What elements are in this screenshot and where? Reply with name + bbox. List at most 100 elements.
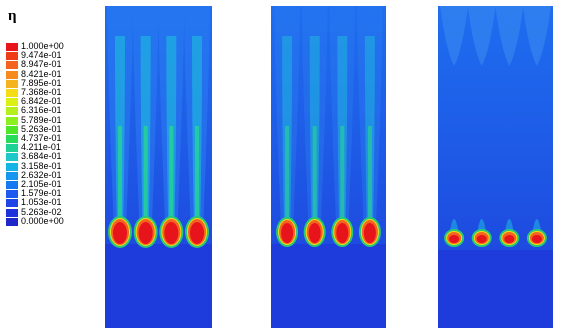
plume-core	[367, 126, 372, 232]
flame-core	[190, 222, 205, 244]
legend-entry: 4.737e-01	[6, 134, 96, 144]
legend-tick-label: 1.000e+00	[21, 41, 64, 51]
flame-core	[504, 235, 515, 243]
legend-swatch	[6, 171, 18, 180]
contour-panel-1	[105, 6, 212, 328]
contour-panel-2	[271, 6, 386, 328]
unburned-region	[438, 250, 553, 328]
legend-swatch	[6, 116, 18, 125]
flame-core	[112, 222, 127, 244]
legend-swatch	[6, 98, 18, 107]
flame-core	[138, 222, 153, 244]
legend-tick-label: 3.158e-01	[21, 160, 62, 171]
legend-swatch	[6, 208, 18, 217]
unburned-region	[105, 244, 212, 328]
legend-tick-label: 0.000e+00	[21, 215, 64, 226]
plume-tail	[477, 219, 486, 230]
legend-entry: 5.789e-01	[6, 114, 96, 126]
legend-tick-label: 2.632e-01	[21, 169, 62, 180]
contour-panel-3	[438, 6, 553, 328]
flame-core	[308, 223, 321, 243]
plume-tail	[505, 219, 514, 230]
legend-tick-label: 8.421e-01	[21, 68, 62, 79]
legend-swatch	[6, 107, 18, 116]
legend-tick-label: 1.053e-01	[21, 197, 62, 208]
flame-core	[281, 223, 294, 243]
legend-tick-label: 4.737e-01	[21, 133, 62, 143]
plume-outer	[356, 6, 383, 232]
legend-entry: 3.684e-01	[6, 152, 96, 162]
legend-tick-label: 7.895e-01	[21, 77, 62, 88]
legend-tick-label: 5.263e-02	[21, 206, 62, 217]
plume-core	[117, 126, 122, 232]
legend-swatch	[6, 79, 18, 88]
legend-swatch	[6, 162, 18, 171]
flame-core	[449, 235, 460, 243]
legend-title: η	[8, 8, 17, 24]
legend-entry: 9.474e-01	[6, 51, 96, 61]
legend-tick-label: 2.105e-01	[21, 179, 62, 189]
legend-entry: 3.158e-01	[6, 160, 96, 172]
legend-entry: 6.316e-01	[6, 106, 96, 116]
flame-core	[363, 223, 376, 243]
legend-swatch	[6, 61, 18, 70]
plume-tail	[450, 219, 459, 230]
plume-core	[195, 126, 200, 232]
legend-swatch	[6, 135, 18, 143]
flame-core	[476, 235, 487, 243]
plume-tail	[532, 219, 541, 230]
legend-tick-label: 9.474e-01	[21, 50, 62, 61]
legend-tick-label: 1.579e-01	[21, 188, 62, 199]
legend-entry: 5.263e-02	[6, 206, 96, 218]
legend-swatch	[6, 89, 18, 97]
legend-entry: 2.632e-01	[6, 169, 96, 181]
legend-entry: 6.842e-01	[6, 97, 96, 107]
unburned-region	[271, 244, 386, 328]
legend-entry: 1.053e-01	[6, 198, 96, 208]
legend-swatch	[6, 153, 18, 162]
plume-outer	[274, 6, 301, 232]
plume-core	[169, 126, 174, 232]
plume-core	[285, 126, 290, 232]
legend-swatch	[6, 217, 18, 226]
flame-core	[164, 222, 179, 244]
legend-tick-label: 5.263e-01	[21, 123, 62, 134]
legend-entry: 2.105e-01	[6, 180, 96, 190]
plume-wave	[495, 6, 524, 66]
plume-wave	[522, 6, 551, 66]
legend-entry: 5.263e-01	[6, 123, 96, 135]
legend-entry: 7.368e-01	[6, 88, 96, 98]
legend-entry: 1.000e+00	[6, 42, 96, 52]
legend-tick-label: 3.684e-01	[21, 151, 62, 162]
legend-swatch	[6, 199, 18, 208]
plume-wave	[467, 6, 496, 66]
legend-entry: 8.421e-01	[6, 68, 96, 80]
legend-tick-label: 5.789e-01	[21, 114, 62, 125]
legend-tick-label: 8.947e-01	[21, 59, 62, 70]
legend-swatch	[6, 70, 18, 79]
legend-entry: 4.211e-01	[6, 143, 96, 153]
legend-entry: 8.947e-01	[6, 60, 96, 70]
legend-tick-label: 6.842e-01	[21, 96, 62, 107]
legend-swatch	[6, 125, 18, 134]
color-legend: 1.000e+00 9.474e-01 8.947e-01 8.421e-01 7.89…	[6, 42, 96, 227]
legend-swatch	[6, 144, 18, 153]
legend-swatch	[6, 181, 18, 189]
plume-wave	[440, 6, 469, 66]
legend-swatch	[6, 52, 18, 61]
legend-entry: 1.579e-01	[6, 189, 96, 199]
legend-swatch	[6, 43, 18, 51]
flame-core	[336, 223, 349, 243]
plume-core	[143, 126, 148, 232]
plume-core	[340, 126, 345, 232]
legend-entry: 0.000e+00	[6, 215, 96, 227]
legend-tick-label: 7.368e-01	[21, 87, 62, 97]
plume-outer	[301, 6, 328, 232]
plume-core	[312, 126, 317, 232]
plume-outer	[329, 6, 356, 232]
legend-tick-label: 4.211e-01	[21, 142, 61, 153]
legend-tick-label: 6.316e-01	[21, 105, 62, 116]
legend-entry: 7.895e-01	[6, 77, 96, 89]
flame-core	[531, 235, 542, 243]
legend-swatch	[6, 190, 18, 199]
